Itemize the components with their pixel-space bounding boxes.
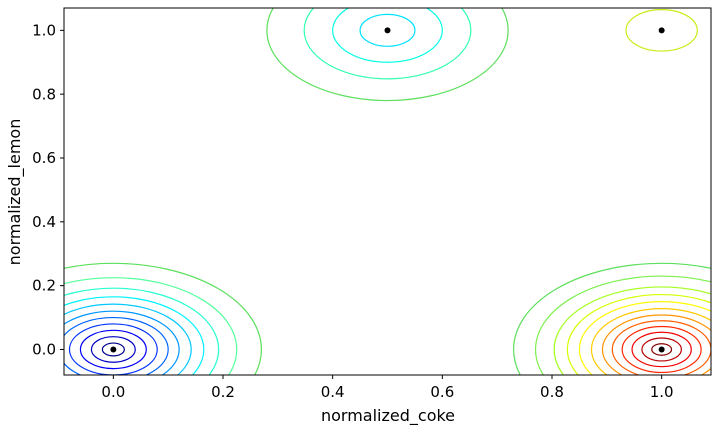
- contour-line: [513, 262, 711, 375]
- y-tick-label: 0.2: [32, 277, 56, 295]
- contour-line: [68, 323, 158, 375]
- contour-line: [621, 325, 702, 374]
- x-tick-label: 1.0: [650, 383, 674, 401]
- x-tick-label: 0.8: [540, 383, 564, 401]
- contour-line: [303, 8, 472, 80]
- y-tick-label: 0.0: [32, 341, 56, 359]
- contour-line: [631, 331, 692, 368]
- contour-line: [590, 308, 711, 375]
- x-axis-ticks: 0.0 0.2 0.4 0.6 0.8 1.0: [101, 375, 674, 401]
- plot-background: [64, 8, 711, 375]
- contour-line: [578, 301, 711, 375]
- contour-line: [64, 287, 220, 375]
- contour-line: [359, 13, 416, 47]
- y-axis-ticks: 0.0 0.2 0.4 0.6 0.8 1.0: [32, 21, 64, 359]
- contour-line: [64, 277, 238, 375]
- contour-line: [641, 337, 682, 362]
- x-tick-label: 0.2: [211, 383, 235, 401]
- contour-line: [64, 303, 192, 375]
- contour-line: [64, 310, 180, 375]
- x-tick-label: 0.4: [321, 383, 345, 401]
- contour-line: [64, 296, 205, 375]
- contour-line: [101, 342, 125, 357]
- contour-line: [601, 314, 711, 375]
- contour-line: [332, 8, 443, 63]
- contour-line: [90, 336, 136, 363]
- data-point-marker: [658, 27, 665, 34]
- center-markers: [110, 27, 665, 353]
- plot-border: [63, 7, 712, 376]
- contour-line: [553, 286, 711, 375]
- y-tick-label: 0.8: [32, 85, 56, 103]
- y-tick-label: 0.4: [32, 213, 56, 231]
- x-axis-label: normalized_coke: [321, 406, 455, 426]
- contour-line: [64, 316, 169, 375]
- data-point-marker: [384, 27, 391, 34]
- contour-line: [266, 8, 509, 102]
- contour-line: [64, 262, 262, 375]
- y-tick-label: 0.6: [32, 149, 56, 167]
- y-tick-label: 1.0: [32, 21, 56, 39]
- x-tick-label: 0.6: [430, 383, 454, 401]
- y-axis-label: normalized_lemon: [5, 119, 25, 266]
- data-point-marker: [110, 346, 117, 353]
- contour-line: [79, 329, 147, 370]
- data-point-marker: [658, 346, 665, 353]
- contour-line: [625, 8, 698, 52]
- contour-line: [651, 343, 673, 356]
- contour-line: [534, 275, 711, 375]
- contour-line: [566, 293, 711, 375]
- x-tick-label: 0.0: [101, 383, 125, 401]
